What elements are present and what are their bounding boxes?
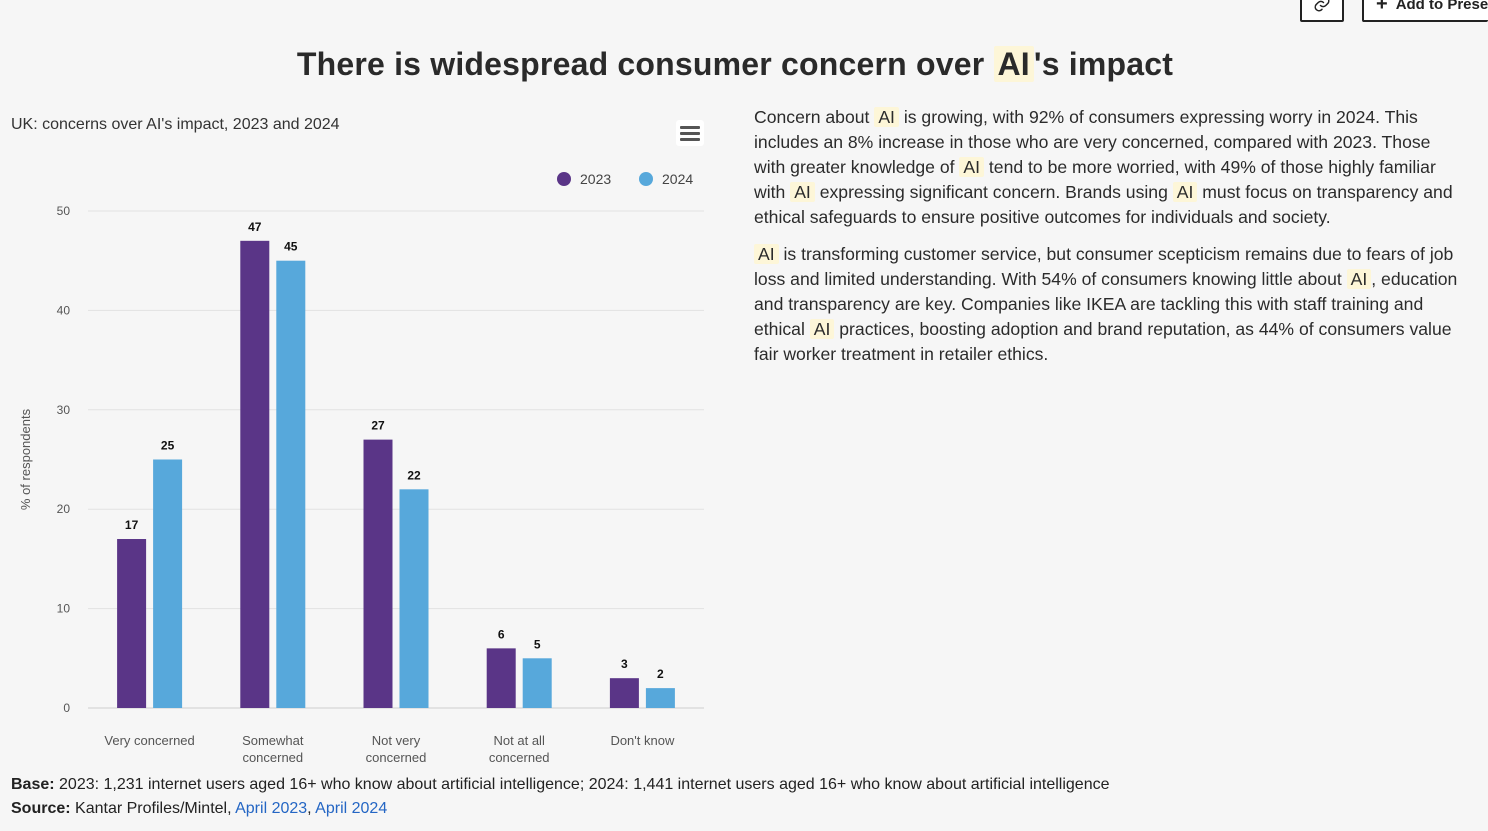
page-title-suffix: 's impact xyxy=(1033,46,1174,82)
legend-marker xyxy=(639,172,653,186)
legend-label: 2024 xyxy=(662,171,693,187)
chart-container: 0 10 20 30 40 50% of respondents 2023 2024 17 25 V… xyxy=(0,105,716,775)
legend-label: 2023 xyxy=(580,171,611,187)
plus-icon: + xyxy=(1376,0,1388,15)
x-tick-label: concerned xyxy=(242,750,303,765)
data-label: 2 xyxy=(657,667,664,681)
source-link-april-2024[interactable]: April 2024 xyxy=(315,799,388,817)
hamburger-icon-line xyxy=(680,137,700,141)
bar-2023 xyxy=(117,539,147,708)
data-label: 17 xyxy=(125,518,139,532)
highlighted-term: AI xyxy=(754,244,779,264)
source-label: Source: xyxy=(11,799,71,817)
x-tick-label: concerned xyxy=(489,750,550,765)
page-title-highlight: AI xyxy=(993,46,1034,82)
base-text: 2023: 1,231 internet users aged 16+ who … xyxy=(59,776,1110,793)
x-tick-label: Don't know xyxy=(610,733,675,748)
data-label: 5 xyxy=(534,637,541,651)
data-label: 47 xyxy=(248,220,262,234)
highlighted-term: AI xyxy=(959,157,985,177)
page-title-text: There is widespread consumer concern ove… xyxy=(296,46,985,82)
y-tick-label: 20 xyxy=(57,502,71,516)
highlighted-term: AI xyxy=(790,182,815,202)
y-tick-label: 40 xyxy=(57,303,71,317)
bar-2023 xyxy=(363,439,393,708)
legend-marker xyxy=(557,172,571,186)
data-label: 27 xyxy=(371,419,385,433)
bar-2023 xyxy=(240,240,270,708)
bar-2024 xyxy=(153,459,183,708)
paragraph-text: is growing, with 92% of consumers expres… xyxy=(754,107,1431,177)
highlighted-term: AI xyxy=(809,319,835,339)
data-label: 22 xyxy=(407,468,421,482)
bar-2024 xyxy=(522,658,552,708)
x-tick-label: Very concerned xyxy=(104,733,194,748)
highlighted-term: AI xyxy=(1172,182,1198,202)
paragraph-text: must focus on transparency and ethical s… xyxy=(754,182,1453,227)
top-toolbar: + Add to Prese xyxy=(1300,0,1488,22)
x-tick-label: Not at all xyxy=(494,733,545,748)
paragraph-text: is transforming customer service, but co… xyxy=(754,244,1454,289)
highlighted-term: AI xyxy=(1346,269,1372,289)
x-tick-label: Not very xyxy=(372,733,421,748)
bar-2024 xyxy=(645,688,675,708)
paragraph-text: Concern about xyxy=(754,107,875,127)
y-tick-label: 30 xyxy=(57,403,71,417)
y-tick-label: 50 xyxy=(57,204,71,218)
add-to-presentation-label: Add to Prese xyxy=(1395,0,1488,13)
y-axis-label: % of respondents xyxy=(18,408,33,510)
data-label: 25 xyxy=(161,439,175,453)
source-note: Source: Kantar Profiles/Mintel, April 20… xyxy=(11,797,1110,821)
hamburger-icon-line xyxy=(680,125,700,129)
article-paragraph: Concern about AI is growing, with 92% of… xyxy=(754,105,1464,230)
article-text: Concern about AI is growing, with 92% of… xyxy=(754,105,1464,379)
paragraph-text: tend to be more worried, with 49% of tho… xyxy=(754,157,1436,202)
paragraph-text: practices, boosting adoption and brand r… xyxy=(754,319,1452,364)
hamburger-icon-line xyxy=(680,131,700,135)
chart-menu-button[interactable] xyxy=(676,120,704,146)
data-label: 3 xyxy=(621,657,628,671)
paragraph-text: expressing significant concern. Brands u… xyxy=(814,182,1173,202)
y-tick-label: 10 xyxy=(57,602,71,616)
copy-link-button[interactable] xyxy=(1300,0,1344,22)
add-to-presentation-button[interactable]: + Add to Prese xyxy=(1362,0,1488,22)
source-link-april-2023[interactable]: April 2023 xyxy=(235,799,308,817)
data-label: 6 xyxy=(498,627,505,641)
source-separator: , xyxy=(307,799,316,817)
source-text: Kantar Profiles/Mintel, xyxy=(75,799,236,817)
page-title: There is widespread consumer concern ove… xyxy=(0,46,1470,83)
footnotes: Base: 2023: 1,231 internet users aged 16… xyxy=(11,773,1110,820)
bar-2024 xyxy=(399,489,429,708)
bar-2023 xyxy=(609,678,639,708)
article-paragraph: AI is transforming customer service, but… xyxy=(754,242,1464,367)
x-tick-label: Somewhat xyxy=(242,733,304,748)
base-label: Base: xyxy=(11,776,55,793)
chart-title: UK: concerns over AI's impact, 2023 and … xyxy=(11,116,340,133)
x-tick-label: concerned xyxy=(366,750,427,765)
paragraph-text: , education and transparency are key. Co… xyxy=(754,269,1458,339)
bar-2023 xyxy=(486,648,516,708)
highlighted-term: AI xyxy=(874,107,899,127)
y-tick-label: 0 xyxy=(63,701,70,715)
base-note: Base: 2023: 1,231 internet users aged 16… xyxy=(11,773,1110,797)
data-label: 45 xyxy=(284,240,298,254)
bar-2024 xyxy=(276,260,306,708)
link-icon xyxy=(1314,0,1330,12)
